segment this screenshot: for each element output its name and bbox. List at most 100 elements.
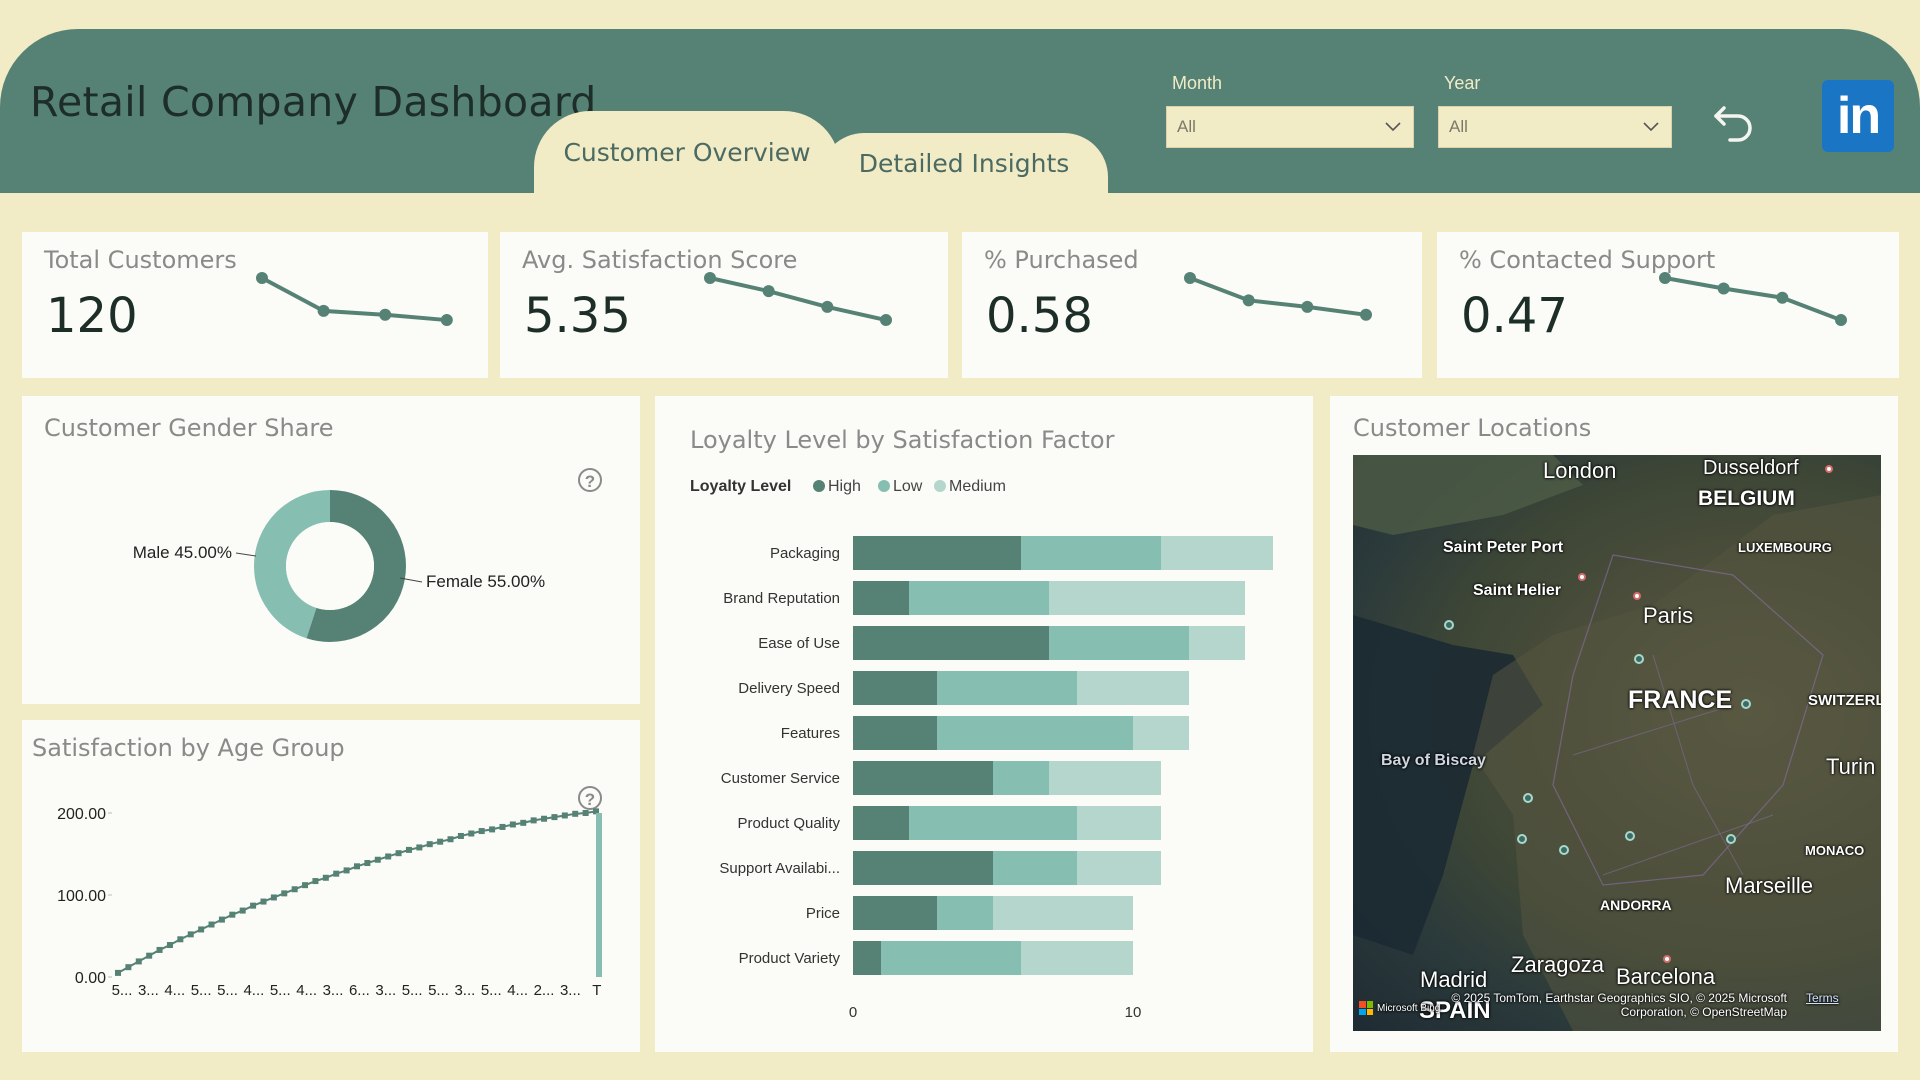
- data-point: [374, 856, 381, 863]
- satisfaction-by-age-visual: Satisfaction by Age Group ? 200.00 100.00…: [22, 720, 640, 1052]
- legend-marker: [878, 480, 890, 492]
- tick-label: 4...: [507, 982, 528, 999]
- age-line-chart: 200.00 100.00 0.00 5... 3... 4... 5... 5... 4...…: [57, 806, 602, 999]
- data-point: [426, 841, 433, 848]
- linkedin-icon[interactable]: in: [1822, 80, 1894, 152]
- data-point: [468, 830, 475, 837]
- map-terms-link[interactable]: Terms: [1806, 991, 1839, 1005]
- bar-segment: [853, 716, 937, 750]
- visual-title: Loyalty Level by Satisfaction Factor: [690, 426, 1115, 454]
- customer-location-marker[interactable]: [1625, 831, 1635, 841]
- map-terrain: [1353, 455, 1881, 1031]
- donut-hole: [286, 522, 374, 610]
- data-point: [156, 946, 163, 953]
- customer-location-marker[interactable]: [1726, 834, 1736, 844]
- data-point: [229, 911, 236, 918]
- legend-marker: [934, 480, 946, 492]
- legend-marker: [813, 480, 825, 492]
- help-icon[interactable]: ?: [578, 786, 602, 810]
- tick-label: 0: [849, 1004, 857, 1021]
- help-icon[interactable]: ?: [578, 468, 602, 492]
- map-label: London: [1543, 458, 1617, 483]
- tick-label: 100.00: [57, 888, 106, 905]
- data-point: [530, 817, 537, 824]
- data-point: [489, 826, 496, 833]
- undo-arrow-icon[interactable]: [1710, 96, 1758, 144]
- sparkline-point: [821, 300, 834, 313]
- kpi-value: 0.47: [1461, 288, 1568, 344]
- tab-detailed-insights[interactable]: Detailed Insights: [820, 133, 1108, 193]
- data-point: [437, 838, 444, 845]
- map-label: Paris: [1643, 603, 1694, 628]
- tick-label: 0.00: [75, 970, 106, 987]
- map-label: Saint Peter Port: [1443, 539, 1564, 556]
- tick-label: 3...: [323, 982, 344, 999]
- leader-line: [399, 577, 423, 583]
- bar-segment: [853, 851, 993, 885]
- bar-segment: [853, 896, 937, 930]
- customer-location-marker[interactable]: [1559, 845, 1569, 855]
- kpi-sparkline: [1659, 272, 1847, 327]
- sparkline-point: [1360, 308, 1372, 321]
- category-label: Features: [781, 725, 840, 742]
- data-point: [509, 821, 516, 828]
- tab-customer-overview[interactable]: Customer Overview: [534, 111, 840, 193]
- tick-label: 10: [1125, 1004, 1142, 1021]
- sparkline-point: [1717, 282, 1730, 295]
- legend-label: Medium: [949, 478, 1006, 495]
- map-label: Marseille: [1725, 873, 1814, 898]
- data-point: [541, 815, 548, 822]
- customer-location-marker[interactable]: [1444, 620, 1454, 630]
- month-filter-value: All: [1177, 117, 1196, 136]
- customer-location-marker[interactable]: [1634, 654, 1644, 664]
- customer-locations-map[interactable]: London Dusseldorf BELGIUM LUXEMBOURG Sai…: [1353, 455, 1881, 1031]
- data-point: [218, 916, 225, 923]
- sparkline-point: [317, 304, 330, 317]
- kpi-sparkline: [256, 272, 453, 327]
- visual-title: Satisfaction by Age Group: [32, 734, 345, 762]
- year-filter-label: Year: [1444, 73, 1481, 93]
- tick-label: 200.00: [57, 806, 106, 823]
- customer-location-marker[interactable]: [1741, 699, 1751, 709]
- month-filter-dropdown[interactable]: All: [1166, 106, 1414, 148]
- sparkline-point: [1184, 272, 1196, 284]
- year-filter-dropdown[interactable]: All: [1438, 106, 1672, 148]
- sparkline-point: [256, 272, 268, 284]
- bar-segment: [1077, 851, 1161, 885]
- bar-segment: [1077, 671, 1189, 705]
- tick-label: 5...: [191, 982, 212, 999]
- map-label: ANDORRA: [1600, 897, 1672, 913]
- map-label: FRANCE: [1628, 686, 1733, 714]
- kpi-value: 120: [46, 288, 138, 344]
- data-label: Male 45.00%: [133, 543, 232, 562]
- tick-label: T: [592, 982, 601, 999]
- data-point: [291, 886, 298, 893]
- bar-segment: [937, 896, 993, 930]
- map-attribution: © 2025 TomTom, Earthstar Geographics SIO…: [1451, 991, 1787, 1019]
- kpi-card-total-customers: Total Customers 120: [22, 232, 488, 378]
- data-point: [416, 844, 423, 851]
- customer-location-marker[interactable]: [1517, 834, 1527, 844]
- bar-segment: [853, 806, 909, 840]
- customer-location-marker[interactable]: [1523, 793, 1533, 803]
- donut-slice: [254, 490, 406, 642]
- data-point: [333, 870, 340, 877]
- data-point: [239, 907, 246, 914]
- data-point: [551, 814, 558, 821]
- tick-label: 2...: [534, 982, 555, 999]
- chevron-down-icon: [1643, 122, 1659, 132]
- tick-label: 3...: [138, 982, 159, 999]
- sparkline-line: [1664, 276, 1842, 322]
- bar-segment: [853, 761, 993, 795]
- legend-label: High: [828, 478, 861, 495]
- category-label: Ease of Use: [758, 635, 840, 652]
- city-marker: [1825, 465, 1833, 473]
- data-label: Female 55.00%: [426, 572, 545, 591]
- loyalty-by-factor-visual: Loyalty Level by Satisfaction Factor Loy…: [655, 396, 1313, 1052]
- bar-segment: [1077, 806, 1161, 840]
- bar-segment: [993, 851, 1077, 885]
- tick-label: 3...: [375, 982, 396, 999]
- data-point: [166, 942, 173, 949]
- tick-label: 6...: [349, 982, 370, 999]
- data-point: [322, 874, 329, 881]
